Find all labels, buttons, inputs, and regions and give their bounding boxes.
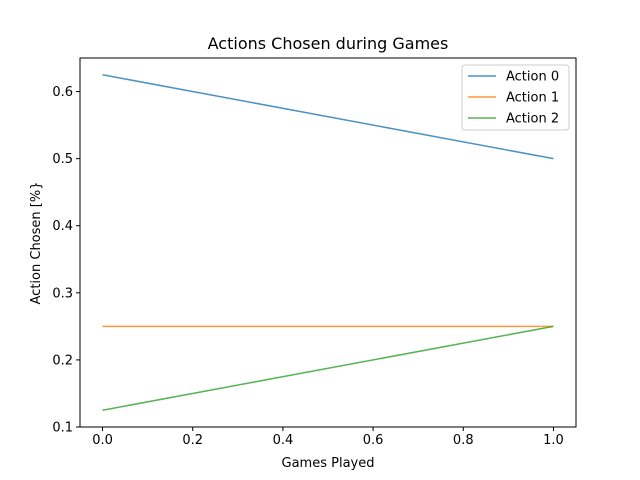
legend-label-action-0: Action 0 [506,70,559,85]
legend-label-action-1: Action 1 [506,91,559,106]
x-axis-label: Games Played [282,456,375,471]
x-tick-label: 0.2 [182,433,203,448]
x-tick-label: 0.6 [363,433,384,448]
y-tick-label: 0.6 [52,85,73,100]
y-axis: 0.1 0.2 0.3 0.4 0.5 0.6 [52,85,80,436]
y-tick-label: 0.3 [52,286,73,301]
y-axis-label: Action Chosen [%} [29,182,44,305]
x-tick-label: 0.0 [92,433,113,448]
legend-label-action-2: Action 2 [506,112,559,127]
x-tick-label: 1.0 [543,433,564,448]
y-tick-label: 0.4 [52,219,73,234]
legend: Action 0 Action 1 Action 2 [461,64,570,131]
plot-area [79,57,577,428]
plot-frame [79,57,577,428]
x-tick-label: 0.4 [273,433,294,448]
y-tick-label: 0.2 [52,353,73,368]
series-line-action-0 [102,74,554,160]
y-tick-label: 0.1 [52,421,73,436]
chart-title: Actions Chosen during Games [208,34,449,53]
series-layer [102,74,554,411]
series-line-action-2 [102,325,554,411]
y-tick-label: 0.5 [52,152,73,167]
legend-box [461,64,570,131]
x-tick-label: 0.8 [453,433,474,448]
x-axis: 0.0 0.2 0.4 0.6 0.8 1.0 [92,427,564,448]
